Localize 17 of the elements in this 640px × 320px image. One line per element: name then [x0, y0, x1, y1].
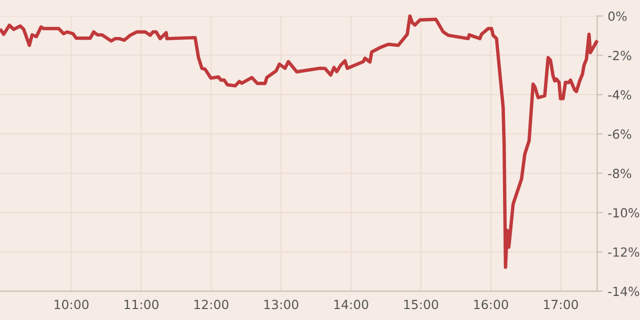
y-tick-label: -10% — [608, 208, 640, 218]
y-tick-label: 0% — [608, 11, 627, 21]
x-tick-label: 16:00 — [474, 300, 508, 310]
line-series — [0, 14, 598, 269]
y-tick-label: -8% — [608, 168, 632, 178]
x-tick-label: 10:00 — [54, 300, 88, 310]
y-tick-label: -4% — [608, 90, 632, 100]
y-tick-label: -6% — [608, 129, 632, 139]
x-tick-label: 14:00 — [334, 300, 368, 310]
x-tick-label: 12:00 — [194, 300, 228, 310]
y-tick-label: -2% — [608, 50, 632, 60]
x-tick-label: 17:00 — [544, 300, 578, 310]
x-tick-label: 11:00 — [124, 300, 158, 310]
y-tick-label: -12% — [608, 247, 640, 257]
x-tick-label: 15:00 — [404, 300, 438, 310]
y-tick-label: -14% — [608, 286, 640, 296]
x-tick-label: 13:00 — [264, 300, 298, 310]
